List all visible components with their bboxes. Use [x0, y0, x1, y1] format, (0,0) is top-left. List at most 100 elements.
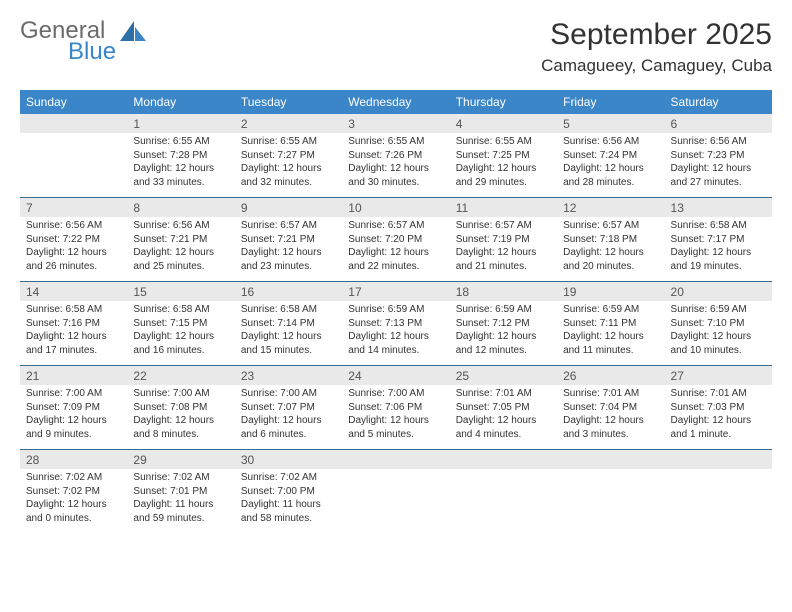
cell-row: Sunrise: 7:02 AMSunset: 7:02 PM Daylight:… [20, 469, 772, 533]
sunrise-text: Sunrise: 7:01 AM [456, 387, 551, 401]
sunrise-text: Sunrise: 7:02 AM [26, 471, 121, 485]
day-number [665, 450, 772, 469]
day-number: 27 [665, 366, 772, 385]
day-number: 9 [235, 198, 342, 217]
title-block: September 2025 Camagueey, Camaguey, Cuba [541, 18, 772, 76]
day-number [342, 450, 449, 469]
sunrise-text: Sunrise: 6:56 AM [563, 135, 658, 149]
daylight-text: Daylight: 12 hours and 30 minutes. [348, 162, 443, 189]
daylight-text: Daylight: 12 hours and 19 minutes. [671, 246, 766, 273]
day-cell: Sunrise: 6:57 AMSunset: 7:19 PMDaylight:… [450, 217, 557, 281]
sunrise-text: Sunrise: 7:00 AM [133, 387, 228, 401]
day-cell: Sunrise: 6:57 AMSunset: 7:18 PMDaylight:… [557, 217, 664, 281]
day-header-thu: Thursday [450, 90, 557, 114]
day-number: 22 [127, 366, 234, 385]
sunrise-text: Sunrise: 6:57 AM [456, 219, 551, 233]
day-cell: Sunrise: 6:55 AMSunset: 7:27 PMDaylight:… [235, 133, 342, 197]
daylight-text: Daylight: 12 hours and 8 minutes. [133, 414, 228, 441]
daylight-text: Daylight: 12 hours and 14 minutes. [348, 330, 443, 357]
day-number: 2 [235, 114, 342, 133]
day-number: 7 [20, 198, 127, 217]
sunset-text: Sunset: 7:24 PM [563, 149, 658, 163]
sunset-text: Sunset: 7:18 PM [563, 233, 658, 247]
sunset-text: Sunset: 7:15 PM [133, 317, 228, 331]
sunrise-text: Sunrise: 7:00 AM [241, 387, 336, 401]
sunset-text: Sunset: 7:14 PM [241, 317, 336, 331]
cell-row: Sunrise: 7:00 AMSunset: 7:09 PMDaylight:… [20, 385, 772, 449]
cell-row: Sunrise: 6:55 AMSunset: 7:28 PMDaylight:… [20, 133, 772, 197]
day-number: 14 [20, 282, 127, 301]
sunrise-text: Sunrise: 6:59 AM [563, 303, 658, 317]
day-cell: Sunrise: 6:58 AMSunset: 7:15 PMDaylight:… [127, 301, 234, 365]
sunset-text: Sunset: 7:11 PM [563, 317, 658, 331]
day-cell: Sunrise: 6:55 AMSunset: 7:28 PMDaylight:… [127, 133, 234, 197]
day-cell: Sunrise: 6:58 AMSunset: 7:17 PMDaylight:… [665, 217, 772, 281]
sunrise-text: Sunrise: 7:01 AM [563, 387, 658, 401]
sunrise-text: Sunrise: 6:56 AM [26, 219, 121, 233]
sunrise-text: Sunrise: 6:59 AM [671, 303, 766, 317]
sunrise-text: Sunrise: 6:58 AM [26, 303, 121, 317]
day-cell: Sunrise: 7:00 AMSunset: 7:08 PMDaylight:… [127, 385, 234, 449]
daynum-row: 14151617181920 [20, 282, 772, 301]
day-cell: Sunrise: 7:01 AMSunset: 7:03 PMDaylight:… [665, 385, 772, 449]
day-cell [557, 469, 664, 533]
sunset-text: Sunset: 7:02 PM [26, 485, 121, 499]
daylight-text: Daylight: 12 hours and 20 minutes. [563, 246, 658, 273]
sunrise-text: Sunrise: 6:56 AM [671, 135, 766, 149]
daylight-text: Daylight: 11 hours and 58 minutes. [241, 498, 336, 525]
daylight-text: Daylight: 12 hours and 15 minutes. [241, 330, 336, 357]
sunset-text: Sunset: 7:26 PM [348, 149, 443, 163]
daylight-text: Daylight: 12 hours and 28 minutes. [563, 162, 658, 189]
month-title: September 2025 [541, 18, 772, 52]
sunset-text: Sunset: 7:27 PM [241, 149, 336, 163]
day-cell: Sunrise: 7:00 AMSunset: 7:07 PMDaylight:… [235, 385, 342, 449]
day-cell [665, 469, 772, 533]
sunset-text: Sunset: 7:00 PM [241, 485, 336, 499]
day-cell: Sunrise: 6:59 AMSunset: 7:11 PMDaylight:… [557, 301, 664, 365]
day-cell: Sunrise: 6:56 AMSunset: 7:23 PMDaylight:… [665, 133, 772, 197]
sunrise-text: Sunrise: 6:57 AM [563, 219, 658, 233]
logo: General Blue [20, 18, 146, 64]
sunrise-text: Sunrise: 6:56 AM [133, 219, 228, 233]
day-number: 13 [665, 198, 772, 217]
daylight-text: Daylight: 12 hours and 32 minutes. [241, 162, 336, 189]
day-cell [450, 469, 557, 533]
sunset-text: Sunset: 7:05 PM [456, 401, 551, 415]
day-header-row: Sunday Monday Tuesday Wednesday Thursday… [20, 90, 772, 114]
day-cell: Sunrise: 6:59 AMSunset: 7:13 PMDaylight:… [342, 301, 449, 365]
header: General Blue September 2025 Camagueey, C… [20, 18, 772, 76]
sunrise-text: Sunrise: 6:57 AM [241, 219, 336, 233]
sunrise-text: Sunrise: 6:58 AM [241, 303, 336, 317]
day-number: 18 [450, 282, 557, 301]
day-cell: Sunrise: 6:56 AMSunset: 7:22 PMDaylight:… [20, 217, 127, 281]
sunrise-text: Sunrise: 6:58 AM [133, 303, 228, 317]
day-number: 23 [235, 366, 342, 385]
day-cell: Sunrise: 7:00 AMSunset: 7:09 PMDaylight:… [20, 385, 127, 449]
day-cell: Sunrise: 7:02 AMSunset: 7:02 PMDaylight:… [20, 469, 127, 533]
daylight-text: Daylight: 12 hours and 9 minutes. [26, 414, 121, 441]
day-cell: Sunrise: 7:01 AMSunset: 7:04 PMDaylight:… [557, 385, 664, 449]
day-number: 15 [127, 282, 234, 301]
day-number [20, 114, 127, 133]
day-cell: Sunrise: 6:59 AMSunset: 7:12 PMDaylight:… [450, 301, 557, 365]
week-block: 123456Sunrise: 6:55 AMSunset: 7:28 PMDay… [20, 114, 772, 198]
sunset-text: Sunset: 7:21 PM [241, 233, 336, 247]
daylight-text: Daylight: 12 hours and 26 minutes. [26, 246, 121, 273]
day-cell: Sunrise: 7:02 AMSunset: 7:00 PMDaylight:… [235, 469, 342, 533]
day-number: 6 [665, 114, 772, 133]
daylight-text: Daylight: 12 hours and 3 minutes. [563, 414, 658, 441]
sunset-text: Sunset: 7:08 PM [133, 401, 228, 415]
day-number: 24 [342, 366, 449, 385]
logo-word2: Blue [68, 39, 116, 64]
sunset-text: Sunset: 7:13 PM [348, 317, 443, 331]
sunset-text: Sunset: 7:12 PM [456, 317, 551, 331]
sunset-text: Sunset: 7:20 PM [348, 233, 443, 247]
sunrise-text: Sunrise: 6:58 AM [671, 219, 766, 233]
daylight-text: Daylight: 12 hours and 33 minutes. [133, 162, 228, 189]
day-header-fri: Friday [557, 90, 664, 114]
sunset-text: Sunset: 7:25 PM [456, 149, 551, 163]
sunrise-text: Sunrise: 6:57 AM [348, 219, 443, 233]
day-number: 11 [450, 198, 557, 217]
cell-row: Sunrise: 6:56 AMSunset: 7:22 PMDaylight:… [20, 217, 772, 281]
daylight-text: Daylight: 12 hours and 25 minutes. [133, 246, 228, 273]
